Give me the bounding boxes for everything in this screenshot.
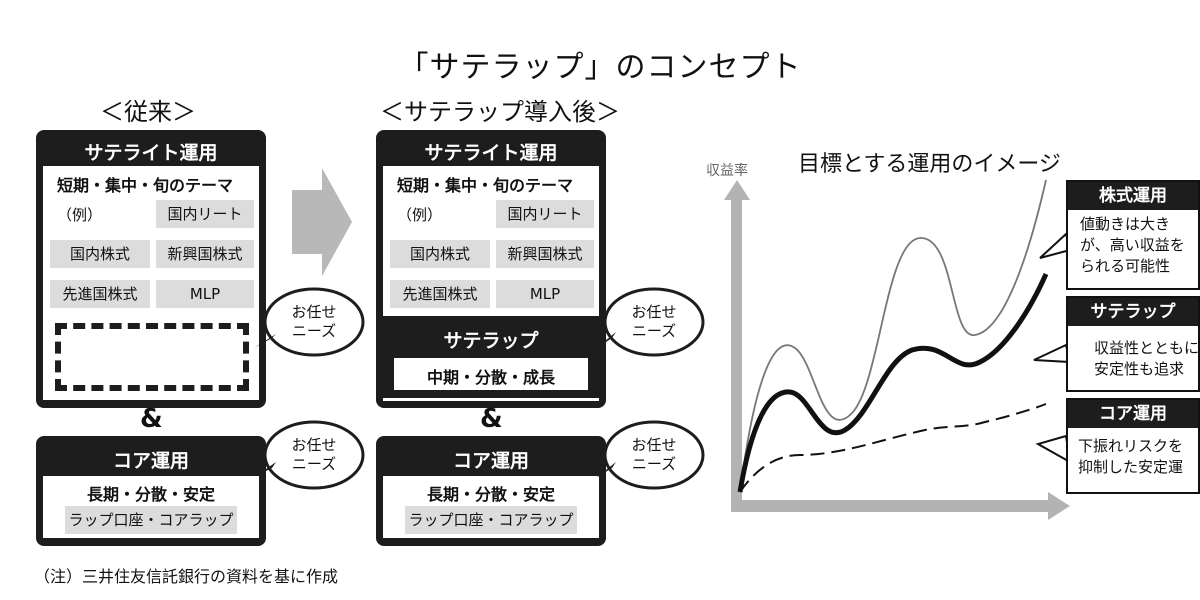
before-example-label: （例） bbox=[57, 206, 103, 224]
bubble-line: お任せ ニーズ bbox=[631, 436, 677, 473]
before-core-panel: 長期・分散・安定 ラップ口座・コアラップ bbox=[43, 476, 259, 538]
bubble-line: お任せ ニーズ bbox=[291, 303, 337, 340]
bubble-line: お任せ ニーズ bbox=[291, 436, 337, 473]
source-note: （注）三井住友信託銀行の資料を基に作成 bbox=[34, 567, 339, 586]
bubble-before-satellite bbox=[254, 287, 365, 357]
stock-desc-line: られる可能性 bbox=[1080, 257, 1171, 275]
stock-curve bbox=[739, 179, 1047, 493]
page-title: 「サテラップ」のコンセプト bbox=[398, 50, 802, 85]
chip-domestic-stock: 国内株式 bbox=[50, 240, 150, 268]
chip-mlp: MLP bbox=[496, 280, 594, 308]
saterap-label-title: サテラップ bbox=[1068, 298, 1198, 326]
after-heading: ＜サテラップ導入後＞ bbox=[380, 98, 620, 126]
x-axis-head bbox=[1048, 492, 1070, 520]
after-theme: 短期・集中・旬のテーマ bbox=[397, 176, 574, 195]
saterap-underline bbox=[383, 398, 599, 401]
y-axis-arrow bbox=[731, 192, 742, 508]
chip-mlp: MLP bbox=[156, 280, 254, 308]
x-axis-arrow bbox=[731, 500, 1050, 512]
core-curve bbox=[739, 403, 1047, 493]
saterap-desc-line: 収益性とともに bbox=[1094, 339, 1198, 357]
bubble-after-core bbox=[596, 420, 705, 490]
chip-emerging-stock: 新興国株式 bbox=[496, 240, 594, 268]
chip-domestic-reit: 国内リート bbox=[156, 200, 254, 228]
before-satellite-panel: 短期・集中・旬のテーマ （例） 国内リート 国内株式 新興国株式 先進国株式 M… bbox=[43, 166, 259, 400]
before-satellite-box: サテライト運用 短期・集中・旬のテーマ （例） 国内リート 国内株式 新興国株式… bbox=[36, 130, 266, 408]
core-label-desc: 下振れリスクを 抑制した安定運 bbox=[1068, 428, 1198, 478]
y-axis-label: 収益率 bbox=[706, 163, 748, 179]
chart-title: 目標とする運用のイメージ bbox=[798, 152, 1061, 177]
after-ampersand: & bbox=[480, 404, 503, 434]
bubble-before-core bbox=[256, 420, 365, 490]
before-heading: ＜従来＞ bbox=[100, 98, 196, 126]
chip-domestic-stock: 国内株式 bbox=[390, 240, 490, 268]
core-label-title: コア運用 bbox=[1068, 400, 1198, 428]
bubble-text-after-core: お任せ ニーズ bbox=[614, 436, 694, 474]
after-core-title: コア運用 bbox=[452, 450, 529, 472]
before-core-chip: ラップ口座・コアラップ bbox=[65, 506, 237, 534]
saterap-pointer bbox=[1033, 343, 1072, 364]
before-satellite-title: サテライト運用 bbox=[84, 142, 218, 164]
y-axis-head bbox=[724, 180, 750, 200]
bubble-line: お任せ ニーズ bbox=[631, 303, 677, 340]
core-desc-line: 下振れリスクを bbox=[1078, 437, 1184, 455]
stock-desc-line: 値動きは大き bbox=[1080, 215, 1171, 233]
saterap-panel: 中期・分散・成長 bbox=[394, 358, 588, 390]
chip-domestic-reit: 国内リート bbox=[496, 200, 594, 228]
after-core-subtitle: 長期・分散・安定 bbox=[426, 485, 555, 504]
stock-label-desc: 値動きは大き が、高い収益を られる可能性 bbox=[1068, 210, 1198, 277]
chip-developed-stock: 先進国株式 bbox=[390, 280, 490, 308]
after-example-label: （例） bbox=[397, 206, 443, 224]
stock-desc-line: が、高い収益を bbox=[1080, 236, 1185, 254]
saterap-label-desc: 収益性とともに 安定性も追求 bbox=[1068, 326, 1198, 380]
core-desc-line: 抑制した安定運 bbox=[1078, 458, 1184, 476]
after-core-chip: ラップ口座・コアラップ bbox=[405, 506, 577, 534]
after-satellite-box: サテライト運用 短期・集中・旬のテーマ （例） 国内リート 国内株式 新興国株式… bbox=[376, 130, 606, 408]
chart-axes bbox=[724, 180, 1070, 520]
empty-slot bbox=[55, 323, 249, 391]
before-core-box: コア運用 長期・分散・安定 ラップ口座・コアラップ bbox=[36, 436, 266, 546]
after-core-box: コア運用 長期・分散・安定 ラップ口座・コアラップ bbox=[376, 436, 606, 546]
chip-emerging-stock: 新興国株式 bbox=[156, 240, 254, 268]
bubble-text-after-satellite: お任せ ニーズ bbox=[614, 303, 694, 341]
stock-label-title: 株式運用 bbox=[1068, 182, 1198, 210]
bubble-text-before-satellite: お任せ ニーズ bbox=[274, 303, 354, 341]
after-satellite-panel: 短期・集中・旬のテーマ （例） 国内リート 国内株式 新興国株式 先進国株式 M… bbox=[383, 166, 599, 316]
after-core-panel: 長期・分散・安定 ラップ口座・コアラップ bbox=[383, 476, 599, 538]
bubble-text-before-core: お任せ ニーズ bbox=[274, 436, 354, 474]
before-ampersand: & bbox=[140, 404, 163, 434]
stock-label: 株式運用 値動きは大き が、高い収益を られる可能性 bbox=[1066, 180, 1200, 290]
core-label: コア運用 下振れリスクを 抑制した安定運 bbox=[1066, 398, 1200, 494]
saterap-title: サテラップ bbox=[443, 330, 539, 352]
before-theme: 短期・集中・旬のテーマ bbox=[57, 176, 234, 195]
after-satellite-title: サテライト運用 bbox=[424, 142, 558, 164]
bubble-after-satellite bbox=[594, 287, 705, 357]
chip-developed-stock: 先進国株式 bbox=[50, 280, 150, 308]
before-core-subtitle: 長期・分散・安定 bbox=[86, 485, 215, 504]
saterap-curve bbox=[737, 272, 1049, 493]
transition-arrow bbox=[292, 168, 352, 276]
saterap-subtitle: 中期・分散・成長 bbox=[426, 368, 555, 387]
saterap-label: サテラップ 収益性とともに 安定性も追求 bbox=[1066, 296, 1200, 392]
before-core-title: コア運用 bbox=[112, 450, 189, 472]
saterap-desc-line: 安定性も追求 bbox=[1094, 360, 1185, 378]
